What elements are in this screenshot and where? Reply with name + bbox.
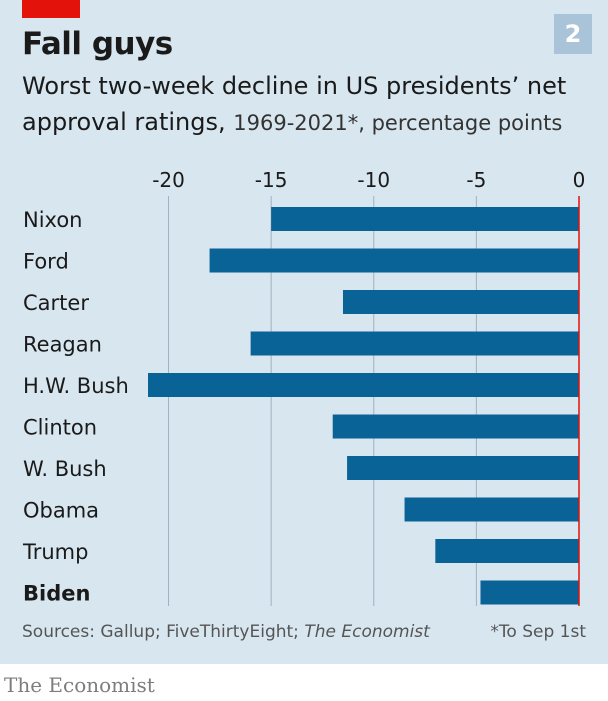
category-label: Nixon: [23, 208, 82, 232]
category-label: Ford: [23, 250, 69, 274]
category-label: Trump: [22, 540, 88, 564]
category-label: Clinton: [23, 416, 97, 440]
bar: [332, 414, 579, 439]
category-label: Biden: [23, 582, 90, 606]
sources-note: Sources: Gallup; FiveThirtyEight; The Ec…: [22, 622, 430, 642]
brand-wordmark: The Economist: [4, 673, 155, 697]
brand-red-tag: [22, 0, 80, 18]
x-tick-label: -15: [255, 168, 288, 192]
bar: [250, 331, 579, 356]
category-label: Obama: [23, 499, 99, 523]
sources-prefix: Sources: Gallup; FiveThirtyEight;: [22, 622, 299, 642]
footnote: *To Sep 1st: [490, 622, 586, 642]
subtitle-rest: 1969-2021*, percentage points: [233, 111, 563, 135]
category-label: W. Bush: [23, 457, 107, 481]
x-tick-label: -5: [466, 168, 486, 192]
x-tick-label: -10: [357, 168, 390, 192]
chart-title: Fall guys: [22, 26, 173, 62]
x-tick-label: 0: [573, 168, 586, 192]
bar: [435, 539, 579, 563]
chart-subtitle: Worst two-week decline in US presidents’…: [22, 68, 582, 141]
bar: [342, 290, 579, 314]
chart-number-badge: 2: [554, 14, 592, 54]
subtitle-main: Worst two-week decline in US presidents’…: [22, 72, 567, 136]
bar: [347, 456, 579, 480]
sources-publication: The Economist: [304, 622, 430, 642]
bar: [148, 373, 579, 397]
bar-chart: -20 -15 -10 -5 0 Nixon Ford Carter Reagan H.W. Bu…: [22, 168, 586, 606]
bar: [404, 497, 579, 522]
category-label: Carter: [23, 291, 89, 315]
bar: [271, 207, 579, 231]
x-tick-label: -20: [152, 168, 185, 192]
category-label: Reagan: [23, 333, 102, 357]
category-label: H.W. Bush: [23, 374, 129, 398]
bar: [480, 580, 579, 605]
bar: [209, 248, 580, 273]
